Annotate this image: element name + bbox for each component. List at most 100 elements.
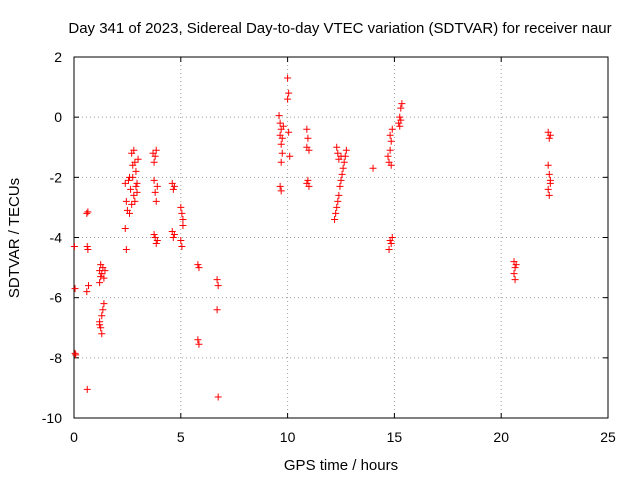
data-point: [386, 146, 394, 154]
data-point: [99, 306, 107, 314]
data-point: [214, 393, 222, 401]
data-point: [545, 191, 553, 199]
data-point: [387, 161, 395, 169]
y-tick-label: -2: [50, 169, 63, 185]
data-point: [388, 125, 396, 133]
data-point: [153, 237, 161, 245]
data-point: [71, 285, 79, 293]
x-axis-ticks: 0 5 10 15 20 25: [70, 57, 616, 445]
data-point: [132, 182, 140, 190]
data-point: [213, 276, 221, 284]
data-point: [134, 155, 142, 163]
data-point: [122, 197, 130, 205]
data-point: [303, 179, 311, 187]
data-point: [278, 134, 286, 142]
data-point: [151, 152, 159, 160]
data-point: [339, 164, 347, 172]
x-tick-label: 5: [177, 429, 185, 445]
data-point: [303, 125, 311, 133]
data-point: [397, 104, 405, 112]
x-tick-label: 10: [280, 429, 296, 445]
data-point: [121, 179, 129, 187]
data-point: [338, 170, 346, 178]
data-point: [544, 185, 552, 193]
data-point: [126, 209, 134, 217]
data-point: [152, 197, 160, 205]
data-point: [194, 261, 202, 269]
data-point: [122, 246, 130, 254]
x-tick-label: 0: [70, 429, 78, 445]
data-point: [97, 324, 105, 332]
data-point: [277, 187, 285, 195]
data-point: [396, 122, 404, 130]
data-point: [388, 234, 396, 241]
data-point: [387, 240, 395, 248]
grid-lines: [74, 57, 608, 418]
data-point: [98, 330, 106, 338]
y-tick-label: -8: [50, 350, 63, 366]
data-point: [98, 312, 106, 320]
data-point: [101, 267, 109, 275]
data-points: [70, 74, 554, 401]
data-point: [177, 203, 185, 211]
data-point: [545, 134, 553, 142]
data-point: [384, 152, 392, 160]
data-point: [276, 182, 284, 190]
y-tick-label: -4: [50, 230, 63, 246]
data-point: [153, 182, 161, 190]
data-point: [510, 270, 518, 278]
data-point: [170, 230, 178, 238]
data-point: [194, 336, 202, 344]
data-point: [178, 209, 186, 217]
x-tick-label: 15: [387, 429, 403, 445]
chart-title: Day 341 of 2023, Sidereal Day-to-day VTE…: [68, 20, 611, 37]
x-tick-label: 20: [493, 429, 509, 445]
data-point: [285, 128, 293, 136]
data-point: [72, 351, 80, 359]
data-point: [279, 122, 287, 130]
data-point: [333, 203, 341, 211]
data-point: [278, 149, 286, 157]
data-point: [150, 230, 158, 238]
data-point: [332, 209, 340, 217]
data-point: [170, 182, 178, 190]
data-point: [331, 215, 339, 223]
data-point: [98, 270, 106, 278]
data-point: [398, 100, 406, 108]
data-point: [335, 191, 343, 199]
data-point: [213, 306, 221, 314]
data-point: [546, 131, 554, 139]
data-point: [304, 176, 312, 184]
data-point: [169, 234, 177, 241]
data-point: [178, 243, 186, 251]
data-point: [386, 131, 394, 139]
data-point: [151, 188, 159, 196]
x-tick-label: 25: [600, 429, 616, 445]
data-point: [152, 146, 160, 154]
data-point: [97, 273, 105, 281]
data-point: [100, 274, 108, 282]
data-point: [340, 158, 348, 166]
data-point: [179, 215, 187, 223]
data-point: [128, 200, 136, 208]
data-point: [83, 209, 91, 217]
data-point: [130, 191, 138, 199]
data-point: [71, 349, 79, 357]
data-point: [83, 288, 91, 296]
data-point: [511, 264, 519, 272]
data-point: [305, 146, 313, 154]
data-point: [150, 158, 158, 166]
data-point: [544, 161, 552, 169]
data-point: [333, 143, 341, 151]
data-point: [84, 208, 92, 216]
data-point: [545, 170, 553, 178]
data-point: [397, 116, 405, 124]
data-point: [127, 185, 135, 193]
data-point: [342, 146, 350, 154]
data-point: [84, 246, 92, 254]
y-tick-label: -6: [50, 290, 63, 306]
data-point: [396, 113, 404, 121]
y-tick-label: 0: [54, 109, 62, 125]
